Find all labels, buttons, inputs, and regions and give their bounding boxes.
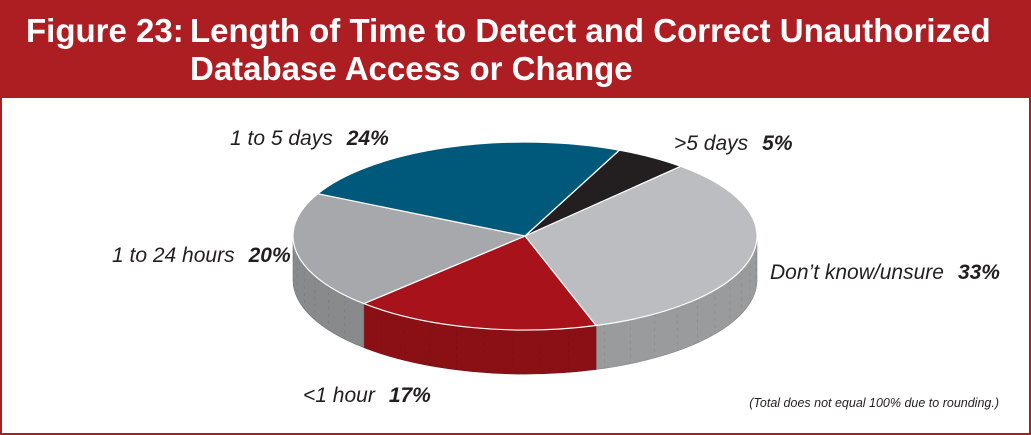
figure-header: Figure 23: Length of Time to Detect and … — [2, 2, 1031, 98]
pie-slice-4 — [317, 141, 620, 237]
slice-percent: 24% — [346, 127, 389, 150]
slice-label-1-to-24-hours: 1 to 24 hours 20% — [112, 244, 291, 268]
slice-label-dont-know: Don’t know/unsure 33% — [770, 261, 1000, 285]
figure-title: Length of Time to Detect and Correct Una… — [190, 12, 991, 88]
slice-percent: 33% — [957, 261, 1000, 284]
slice-label-under-1-hour: <1 hour 17% — [303, 384, 431, 408]
slice-percent: 5% — [762, 132, 793, 155]
slice-name: <1 hour — [303, 384, 375, 407]
figure-title-line-2: Database Access or Change — [190, 50, 633, 87]
figure-title-line-1: Length of Time to Detect and Correct Una… — [190, 12, 991, 49]
slice-name: Don’t know/unsure — [770, 261, 944, 284]
pie-slice-2 — [363, 235, 597, 331]
slice-percent: 17% — [388, 384, 431, 407]
slice-percent: 20% — [248, 244, 291, 267]
slice-name: 1 to 24 hours — [112, 244, 235, 267]
slice-name: >5 days — [674, 132, 749, 155]
pie-slice-1 — [524, 165, 758, 327]
footnote: (Total does not equal 100% due to roundi… — [749, 396, 999, 410]
figure-number: Figure 23: — [26, 12, 184, 49]
slice-name: 1 to 5 days — [230, 127, 333, 150]
pie-tops — [292, 141, 758, 331]
slice-label-over-5-days: >5 days 5% — [674, 132, 793, 156]
pie-slice-3 — [292, 193, 526, 305]
slice-label-1-to-5-days: 1 to 5 days 24% — [230, 127, 389, 151]
